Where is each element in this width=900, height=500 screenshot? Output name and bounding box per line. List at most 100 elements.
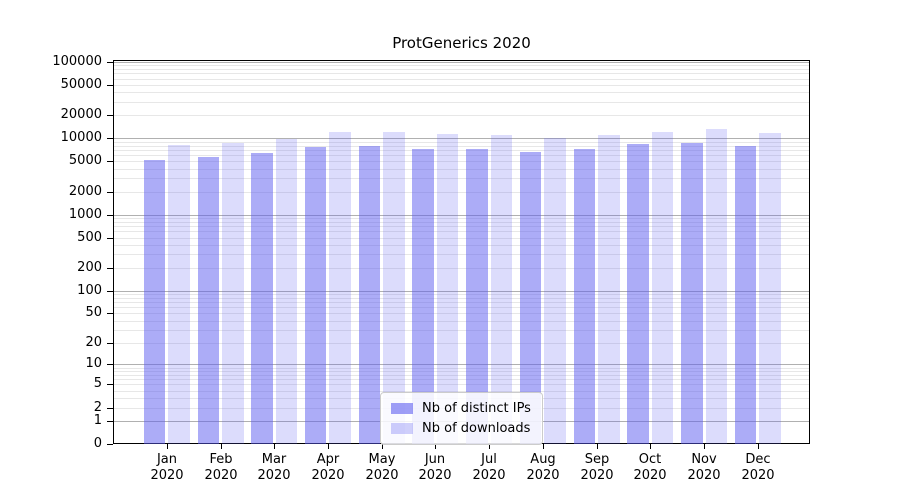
y-tick-label: 10000: [60, 130, 102, 145]
gridline-minor: [114, 155, 809, 156]
x-tick-label-apr: Apr 2020: [311, 452, 345, 483]
x-tick-label-jun: Jun 2020: [418, 452, 452, 483]
bar-ips-mar: [251, 153, 273, 444]
y-tick-mark: [107, 238, 113, 239]
bar-ips-jan: [143, 160, 166, 444]
gridline-minor: [114, 321, 809, 322]
gridline-minor: [114, 178, 809, 179]
gridline-minor: [114, 79, 809, 80]
x-tick-mark: [489, 444, 490, 449]
y-tick-mark: [107, 444, 113, 445]
gridline-minor: [114, 298, 809, 299]
x-tick-mark: [328, 444, 329, 449]
bar-ips-jul: [466, 149, 488, 444]
gridline-minor: [114, 192, 809, 193]
x-tick-label-nov: Nov 2020: [687, 452, 721, 483]
y-tick-mark: [107, 161, 113, 162]
gridline-major: [114, 138, 809, 139]
y-tick-mark: [107, 138, 113, 139]
bar-ips-nov: [681, 142, 703, 444]
x-tick-label-mar: Mar 2020: [257, 452, 291, 483]
x-tick-label-may: May 2020: [365, 452, 399, 483]
gridline-minor: [114, 379, 809, 380]
x-tick-mark: [382, 444, 383, 449]
x-tick-mark: [274, 444, 275, 449]
gridline-minor: [114, 294, 809, 295]
gridline-minor: [114, 307, 809, 308]
bar-downloads-mar: [275, 139, 298, 444]
gridline-minor: [114, 115, 809, 116]
y-tick-mark: [107, 291, 113, 292]
y-tick-label: 100000: [52, 54, 102, 69]
y-tick-label: 20: [85, 335, 102, 350]
bar-ips-feb: [197, 156, 220, 444]
gridline-minor: [114, 222, 809, 223]
gridline-major: [114, 62, 809, 63]
y-tick-mark: [107, 62, 113, 63]
bar-downloads-feb: [222, 143, 244, 444]
y-tick-mark: [107, 384, 113, 385]
gridline-minor: [114, 375, 809, 376]
gridline-minor: [114, 384, 809, 385]
y-tick-label: 1: [93, 413, 102, 428]
bar-ips-sep: [573, 148, 596, 444]
y-tick-label: 1000: [68, 207, 102, 222]
bar-downloads-oct: [651, 131, 674, 444]
gridline-minor: [114, 371, 809, 372]
legend-label-distinct-ips: Nb of distinct IPs: [422, 401, 531, 416]
legend-label-downloads: Nb of downloads: [422, 421, 531, 436]
bar-ips-apr: [304, 146, 327, 444]
gridline-minor: [114, 330, 809, 331]
x-tick-mark: [704, 444, 705, 449]
gridline-minor: [114, 254, 809, 255]
gridline-minor: [114, 85, 809, 86]
bar-downloads-apr: [329, 132, 351, 444]
bar-downloads-jan: [168, 144, 190, 444]
gridline-minor: [114, 169, 809, 170]
gridline-minor: [114, 226, 809, 227]
bar-downloads-nov: [705, 128, 727, 444]
y-tick-mark: [107, 215, 113, 216]
y-tick-label: 50000: [60, 77, 102, 92]
bar-downloads-sep: [598, 135, 620, 444]
y-tick-mark: [107, 364, 113, 365]
bar-downloads-may: [383, 131, 405, 444]
y-tick-mark: [107, 85, 113, 86]
legend-swatch-downloads: [391, 423, 413, 434]
x-tick-label-feb: Feb 2020: [204, 452, 238, 483]
gridline-minor: [114, 368, 809, 369]
x-tick-mark: [543, 444, 544, 449]
y-tick-label: 20000: [60, 107, 102, 122]
y-tick-label: 5: [93, 376, 102, 391]
legend-swatch-distinct-ips: [391, 403, 413, 414]
y-tick-label: 50: [85, 305, 102, 320]
y-tick-label: 100: [77, 283, 102, 298]
y-tick-label: 0: [93, 436, 102, 451]
x-tick-label-jan: Jan 2020: [150, 452, 184, 483]
gridline-minor: [114, 161, 809, 162]
x-tick-mark: [758, 444, 759, 449]
y-tick-label: 5000: [68, 153, 102, 168]
x-tick-mark: [597, 444, 598, 449]
gridline-major: [114, 291, 809, 292]
gridline-minor: [114, 391, 809, 392]
x-tick-label-sep: Sep 2020: [580, 452, 614, 483]
y-tick-label: 2000: [68, 184, 102, 199]
x-tick-label-aug: Aug 2020: [526, 452, 560, 483]
x-tick-mark: [650, 444, 651, 449]
y-tick-mark: [107, 343, 113, 344]
bar-downloads-jul: [490, 135, 513, 444]
gridline-minor: [114, 65, 809, 66]
x-tick-mark: [221, 444, 222, 449]
gridline-minor: [114, 69, 809, 70]
gridline-minor: [114, 73, 809, 74]
bar-downloads-dec: [759, 133, 781, 444]
gridline-minor: [114, 268, 809, 269]
x-tick-mark: [167, 444, 168, 449]
gridline-minor: [114, 245, 809, 246]
bar-ips-jun: [412, 148, 434, 444]
y-tick-mark: [107, 115, 113, 116]
gridline-minor: [114, 231, 809, 232]
gridline-minor: [114, 92, 809, 93]
